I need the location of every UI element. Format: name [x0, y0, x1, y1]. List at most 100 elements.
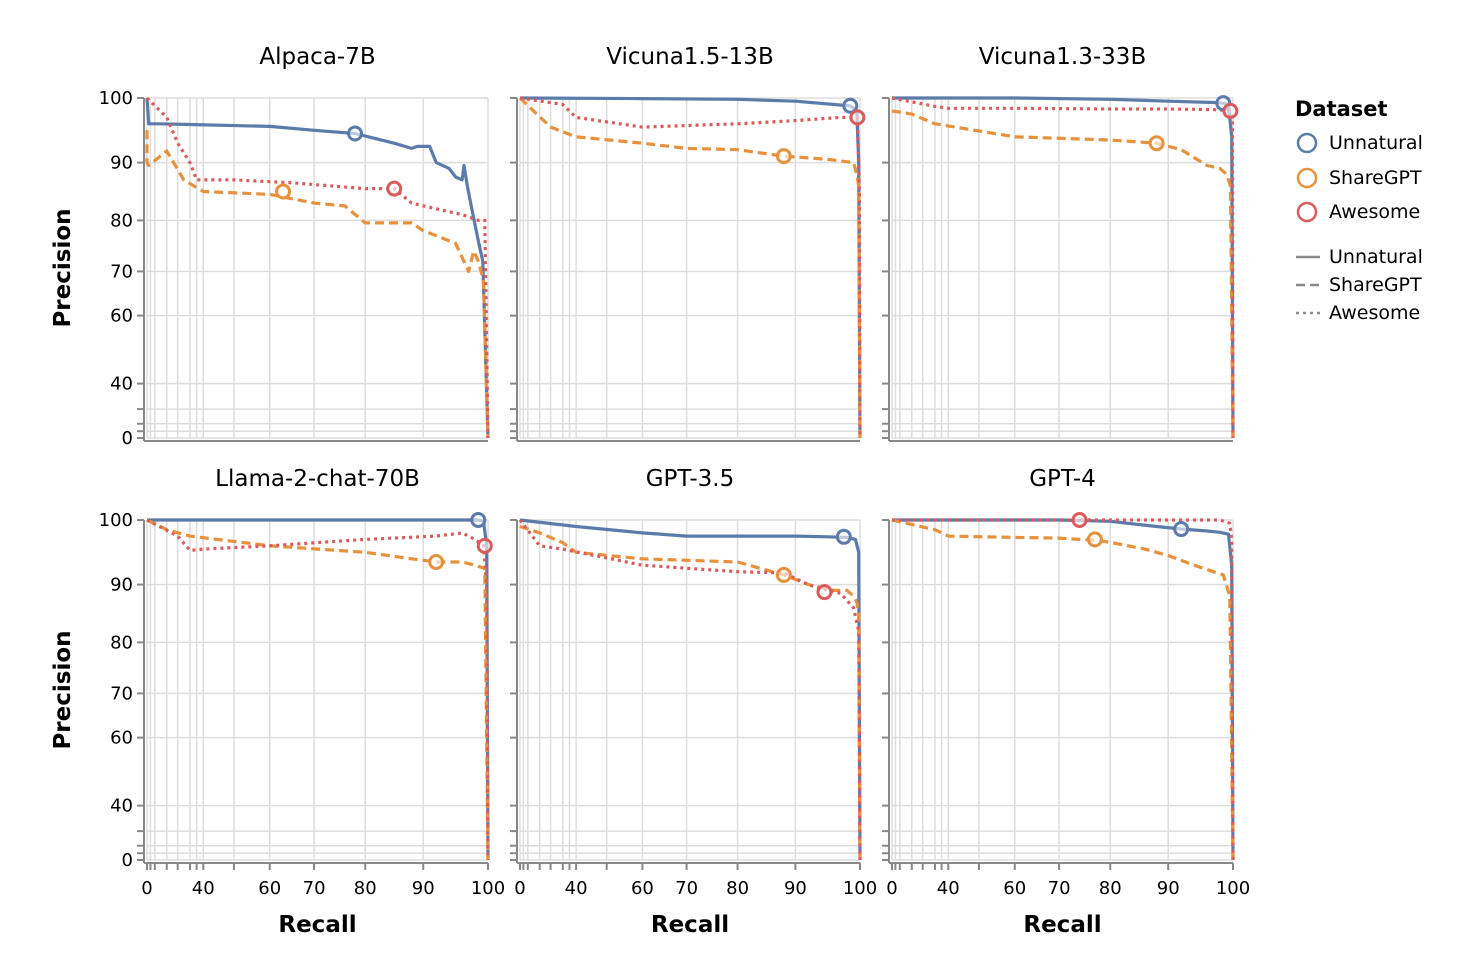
series-line-unnatural	[145, 97, 490, 439]
x-tick-label: 100	[1216, 878, 1250, 899]
panel-gpt-4: 0 40 60 70 80 90 100 Recall GPT-4	[882, 466, 1250, 938]
x-tick-label: 90	[1157, 878, 1180, 899]
legend-dash-label-sharegpt: ShareGPT	[1329, 274, 1422, 296]
y-tick-label: 100	[99, 88, 133, 109]
series-line-awesome	[892, 518, 1235, 861]
panel-vicuna1-3-33b: Vicuna1.3-33B	[882, 44, 1239, 442]
x-tick-label: 40	[192, 878, 215, 899]
operating-point-marker-sharegpt	[775, 566, 792, 583]
y-tick-label: 80	[110, 210, 133, 231]
panel-title: Vicuna1.3-33B	[979, 44, 1146, 70]
panel-title: Alpaca-7B	[259, 44, 375, 70]
legend-dash-entry-unnatural: Unnatural	[1296, 246, 1423, 268]
y-tick-label: 0	[122, 850, 133, 871]
operating-point-marker-sharegpt	[1148, 135, 1165, 152]
operating-point-marker-awesome	[1222, 102, 1239, 119]
x-axis-title: Recall	[1023, 912, 1101, 938]
operating-point-marker-unnatural	[835, 528, 852, 545]
legend-title: Dataset	[1295, 97, 1388, 121]
x-tick-label: 60	[1003, 878, 1026, 899]
x-tick-label: 90	[412, 878, 435, 899]
legend-label-sharegpt: ShareGPT	[1329, 167, 1422, 189]
x-tick-label: 70	[303, 878, 326, 899]
x-axis-title: Recall	[278, 912, 356, 938]
y-tick-label: 60	[110, 728, 133, 749]
operating-point-marker-unnatural	[1173, 521, 1190, 538]
series-line-sharegpt	[146, 518, 490, 861]
series-line-sharegpt	[145, 130, 490, 439]
series-line-sharegpt	[891, 518, 1235, 861]
y-tick-label: 0	[122, 428, 133, 449]
series-line-unnatural	[892, 518, 1235, 861]
series-line-awesome	[519, 96, 862, 439]
operating-point-marker-awesome	[386, 180, 403, 197]
y-axis-title: Precision	[50, 630, 76, 749]
legend-color-entry-awesome: Awesome	[1296, 201, 1420, 223]
operating-point-marker-sharegpt	[428, 553, 445, 570]
x-tick-label: 100	[843, 878, 877, 899]
operating-point-marker-awesome	[1071, 512, 1088, 528]
series-line-unnatural	[519, 518, 862, 861]
panel-gpt-3-5: 0 40 60 70 80 90 100 Recall GPT-3.5	[510, 466, 877, 938]
x-tick-label: 40	[937, 878, 960, 899]
operating-point-marker-awesome	[849, 109, 866, 126]
operating-point-marker-awesome	[476, 537, 493, 554]
series-line-awesome	[891, 96, 1235, 439]
y-tick-label: 40	[110, 374, 133, 395]
legend-color-entry-unnatural: Unnatural	[1296, 132, 1423, 154]
y-tick-label: 40	[110, 796, 133, 817]
legend-dash-entry-awesome: Awesome	[1296, 302, 1420, 324]
panels-group: 0 40 60 70 80 90 100 Precision Alpaca-7B Vicuna1.…	[50, 44, 1250, 938]
legend-dash-label-awesome: Awesome	[1329, 302, 1420, 324]
operating-point-marker-awesome	[816, 584, 833, 601]
x-tick-label: 80	[726, 878, 749, 899]
panel-vicuna1-5-13b: Vicuna1.5-13B	[510, 44, 866, 442]
y-tick-label: 70	[110, 261, 133, 282]
x-tick-label: 80	[1099, 878, 1122, 899]
series-line-awesome	[146, 518, 490, 861]
x-tick-label: 0	[514, 878, 525, 899]
panel-title: GPT-3.5	[646, 466, 735, 492]
operating-point-marker-unnatural	[842, 97, 859, 114]
legend-swatch-unnatural	[1296, 132, 1318, 154]
legend-swatch-sharegpt	[1296, 167, 1318, 189]
x-tick-label: 70	[1048, 878, 1071, 899]
x-tick-label: 40	[565, 878, 588, 899]
series-line-awesome	[518, 519, 862, 861]
legend-swatch-awesome	[1296, 201, 1318, 223]
series-line-sharegpt	[518, 96, 862, 439]
y-tick-label: 70	[110, 683, 133, 704]
series-line-awesome	[145, 96, 490, 439]
operating-point-marker-sharegpt	[775, 148, 792, 165]
x-tick-label: 90	[784, 878, 807, 899]
x-tick-label: 80	[354, 878, 377, 899]
series-line-unnatural	[147, 518, 490, 861]
y-tick-label: 80	[110, 632, 133, 653]
y-tick-label: 90	[110, 153, 133, 174]
x-tick-label: 100	[471, 878, 505, 899]
x-tick-label: 0	[886, 878, 897, 899]
operating-point-marker-unnatural	[347, 125, 364, 142]
legend-label-unnatural: Unnatural	[1329, 132, 1423, 154]
series-line-sharegpt	[891, 109, 1235, 439]
panel-title: GPT-4	[1029, 466, 1096, 492]
legend-dash-entry-sharegpt: ShareGPT	[1296, 274, 1422, 296]
series-line-sharegpt	[519, 524, 862, 861]
x-tick-label: 70	[675, 878, 698, 899]
panel-title: Llama-2-chat-70B	[215, 466, 420, 492]
x-tick-label: 60	[631, 878, 654, 899]
panel-title: Vicuna1.5-13B	[606, 44, 773, 70]
legend: Dataset Unnatural ShareGPT Awesome Unnat…	[1295, 97, 1423, 324]
legend-color-entry-sharegpt: ShareGPT	[1296, 167, 1422, 189]
legend-dash-label-unnatural: Unnatural	[1329, 246, 1423, 268]
operating-point-marker-unnatural	[470, 512, 487, 528]
operating-point-marker-sharegpt	[275, 183, 292, 200]
x-axis-title: Recall	[651, 912, 729, 938]
x-tick-label: 0	[141, 878, 152, 899]
x-tick-label: 60	[258, 878, 281, 899]
y-tick-label: 60	[110, 306, 133, 327]
y-axis-title: Precision	[50, 208, 76, 327]
panel-llama-2-chat-70b: 0 40 60 70 80 90 100 0 40 60 70 80 90 100 Recall Precis…	[50, 466, 505, 938]
y-tick-label: 90	[110, 575, 133, 596]
